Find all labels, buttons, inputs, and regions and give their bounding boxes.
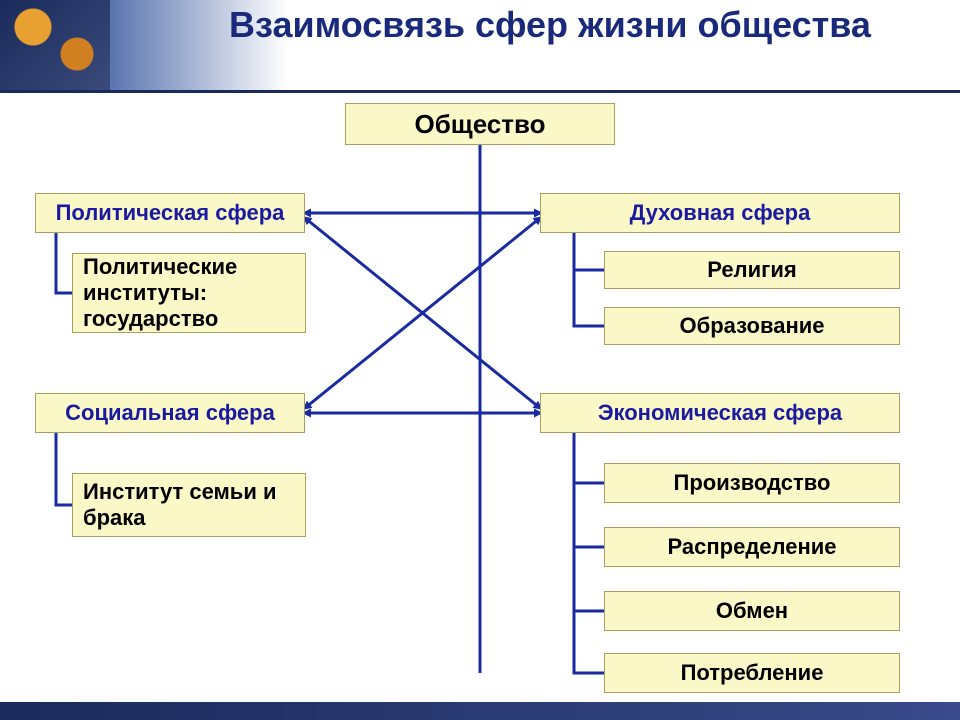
node-education: Образование — [604, 307, 900, 345]
node-political: Политическая сфера — [35, 193, 305, 233]
node-religion: Религия — [604, 251, 900, 289]
node-social: Социальная сфера — [35, 393, 305, 433]
edge-spiritual-social — [305, 218, 540, 408]
node-exchange: Обмен — [604, 591, 900, 631]
node-economic: Экономическая сфера — [540, 393, 900, 433]
slide-header: Взаимосвязь сфер жизни общества — [0, 0, 960, 93]
edge-economic-consumption — [574, 611, 604, 673]
edge-society-social — [305, 213, 480, 413]
edge-economic-exchange — [574, 547, 604, 611]
edge-spiritual-education — [574, 270, 604, 326]
header-decoration — [0, 0, 110, 90]
edge-economic-distribution — [574, 483, 604, 547]
slide-footer — [0, 702, 960, 720]
edge-economic-production — [574, 433, 604, 483]
slide-title: Взаимосвязь сфер жизни общества — [180, 0, 920, 45]
node-production: Производство — [604, 463, 900, 503]
node-distribution: Распределение — [604, 527, 900, 567]
edge-political-economic — [305, 218, 540, 408]
node-consumption: Потребление — [604, 653, 900, 693]
node-pol-inst: Политические институты: государство — [72, 253, 306, 333]
node-family: Институт семьи и брака — [72, 473, 306, 537]
node-spiritual: Духовная сфера — [540, 193, 900, 233]
edge-social-family — [56, 433, 72, 505]
node-society: Общество — [345, 103, 615, 145]
diagram-canvas: Общество Политическая сфера Духовная сфера… — [0, 93, 960, 705]
edge-society-political — [305, 145, 480, 213]
edge-spiritual-religion — [574, 233, 604, 270]
edge-political-pol-inst — [56, 233, 72, 293]
